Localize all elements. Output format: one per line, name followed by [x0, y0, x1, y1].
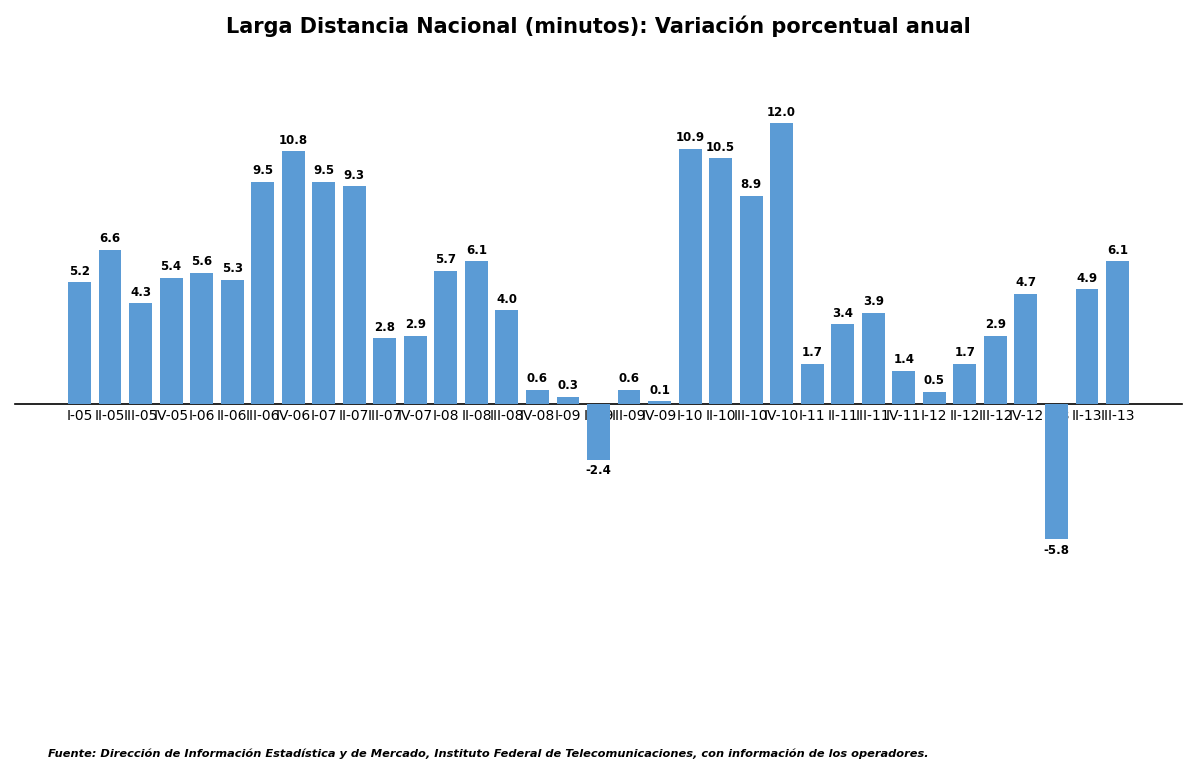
Text: 5.3: 5.3 — [221, 262, 243, 275]
Text: 4.0: 4.0 — [497, 293, 517, 306]
Bar — [129, 303, 152, 404]
Text: -2.4: -2.4 — [585, 465, 612, 478]
Bar — [1045, 404, 1068, 539]
Text: 5.2: 5.2 — [69, 265, 90, 278]
Bar — [525, 390, 549, 404]
Text: 0.3: 0.3 — [558, 379, 578, 392]
Bar — [1106, 261, 1129, 404]
Text: 10.9: 10.9 — [675, 131, 705, 144]
Text: 1.7: 1.7 — [802, 346, 822, 359]
Bar — [892, 371, 916, 404]
Bar — [770, 124, 794, 404]
Text: 2.8: 2.8 — [375, 320, 395, 333]
Text: 4.9: 4.9 — [1076, 272, 1098, 285]
Text: 2.9: 2.9 — [985, 318, 1005, 331]
Bar — [953, 364, 977, 404]
Bar — [679, 149, 701, 404]
Text: 9.3: 9.3 — [344, 169, 365, 182]
Bar — [435, 271, 457, 404]
Text: 8.9: 8.9 — [741, 178, 761, 192]
Bar — [281, 151, 305, 404]
Title: Larga Distancia Nacional (minutos): Variación porcentual anual: Larga Distancia Nacional (minutos): Vari… — [226, 15, 971, 37]
Text: 3.9: 3.9 — [863, 295, 883, 308]
Text: 0.1: 0.1 — [649, 384, 670, 397]
Bar — [984, 336, 1007, 404]
Text: 12.0: 12.0 — [767, 106, 796, 119]
Text: 6.6: 6.6 — [99, 232, 121, 245]
Bar — [190, 273, 213, 404]
Text: 10.5: 10.5 — [706, 141, 735, 154]
Text: 4.3: 4.3 — [130, 285, 151, 298]
Bar — [373, 338, 396, 404]
Bar — [1015, 294, 1038, 404]
Text: 5.6: 5.6 — [192, 256, 212, 269]
Bar — [618, 390, 640, 404]
Text: 1.7: 1.7 — [954, 346, 976, 359]
Bar — [648, 401, 672, 404]
Text: 4.7: 4.7 — [1015, 276, 1037, 289]
Bar — [496, 311, 518, 404]
Bar — [831, 324, 855, 404]
Text: 3.4: 3.4 — [832, 307, 853, 320]
Bar — [342, 186, 366, 404]
Text: 0.5: 0.5 — [924, 375, 944, 388]
Text: 0.6: 0.6 — [527, 372, 548, 385]
Bar — [403, 336, 427, 404]
Text: Fuente: Dirección de Información Estadística y de Mercado, Instituto Federal de : Fuente: Dirección de Información Estadís… — [48, 749, 929, 759]
Text: 6.1: 6.1 — [466, 243, 487, 256]
Text: 5.4: 5.4 — [160, 260, 182, 273]
Bar — [159, 278, 182, 404]
Text: -5.8: -5.8 — [1044, 544, 1069, 557]
Bar — [464, 261, 488, 404]
Text: 6.1: 6.1 — [1107, 243, 1128, 256]
Bar — [801, 364, 824, 404]
Bar — [557, 397, 579, 404]
Bar — [923, 392, 946, 404]
Bar — [862, 313, 885, 404]
Bar — [1076, 289, 1099, 404]
Bar — [68, 282, 91, 404]
Text: 1.4: 1.4 — [893, 353, 915, 366]
Text: 5.7: 5.7 — [436, 253, 456, 266]
Text: 0.6: 0.6 — [619, 372, 639, 385]
Bar — [587, 404, 610, 460]
Bar — [709, 159, 733, 404]
Text: 2.9: 2.9 — [405, 318, 426, 331]
Bar — [740, 196, 762, 404]
Text: 10.8: 10.8 — [279, 134, 308, 146]
Bar — [312, 182, 335, 404]
Bar — [251, 182, 274, 404]
Text: 9.5: 9.5 — [314, 164, 334, 177]
Text: 9.5: 9.5 — [253, 164, 273, 177]
Bar — [220, 280, 244, 404]
Bar — [98, 250, 121, 404]
